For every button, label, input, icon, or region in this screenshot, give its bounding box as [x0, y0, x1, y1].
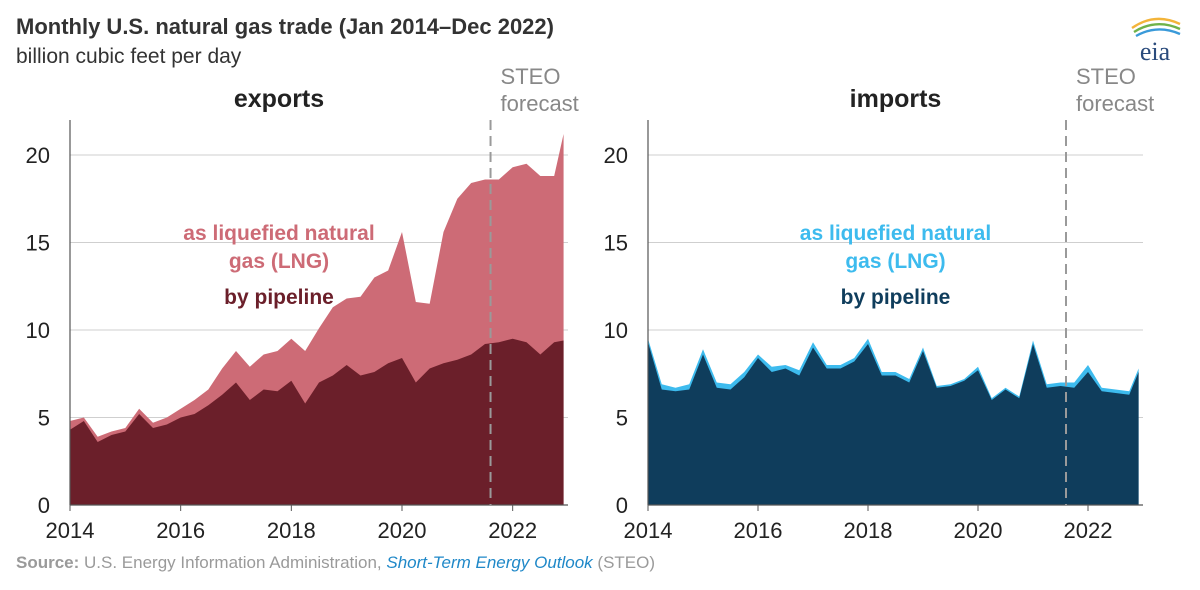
- exports-x-tick-label: 2014: [46, 518, 95, 543]
- imports-y-tick-label: 10: [604, 318, 628, 343]
- source-line: Source: U.S. Energy Information Administ…: [16, 553, 655, 573]
- exports-y-tick-label: 0: [38, 493, 50, 518]
- logo-text: eia: [1140, 37, 1171, 64]
- imports-y-tick-label: 0: [616, 493, 628, 518]
- imports-forecast-label: STEO: [1076, 64, 1136, 89]
- imports-y-tick-label: 20: [604, 143, 628, 168]
- exports-lng-label: as liquefied natural: [183, 222, 374, 245]
- imports-x-tick-label: 2016: [734, 518, 783, 543]
- exports-x-tick-label: 2018: [267, 518, 316, 543]
- source-suffix: (STEO): [592, 553, 656, 572]
- exports-y-tick-label: 10: [26, 318, 50, 343]
- exports-x-tick-label: 2016: [156, 518, 205, 543]
- imports-x-tick-label: 2020: [954, 518, 1003, 543]
- exports-lng-label: gas (LNG): [229, 250, 329, 273]
- exports-pipeline-label: by pipeline: [224, 286, 334, 309]
- source-link[interactable]: Short-Term Energy Outlook: [386, 553, 593, 572]
- exports-y-tick-label: 20: [26, 143, 50, 168]
- exports-pipeline-area: [70, 338, 564, 505]
- source-text: U.S. Energy Information Administration,: [79, 553, 387, 572]
- imports-panel-title: imports: [850, 85, 942, 113]
- exports-y-tick-label: 15: [26, 231, 50, 256]
- imports-y-tick-label: 15: [604, 231, 628, 256]
- imports-lng-label: gas (LNG): [845, 250, 945, 273]
- imports-x-tick-label: 2014: [624, 518, 673, 543]
- imports-y-tick-label: 5: [616, 406, 628, 431]
- imports-pipeline-label: by pipeline: [841, 286, 951, 309]
- exports-panel-title: exports: [234, 85, 324, 113]
- exports-x-tick-label: 2020: [378, 518, 427, 543]
- exports-forecast-label: STEO: [501, 64, 561, 89]
- imports-pipeline-area: [648, 342, 1139, 505]
- imports-x-tick-label: 2018: [844, 518, 893, 543]
- chart-subtitle: billion cubic feet per day: [16, 45, 242, 68]
- imports-lng-label: as liquefied natural: [800, 222, 991, 245]
- exports-x-tick-label: 2022: [488, 518, 537, 543]
- exports-y-tick-label: 5: [38, 406, 50, 431]
- source-label: Source:: [16, 553, 80, 572]
- imports-forecast-label: forecast: [1076, 91, 1154, 116]
- exports-forecast-label: forecast: [501, 91, 579, 116]
- chart-title: Monthly U.S. natural gas trade (Jan 2014…: [16, 14, 554, 39]
- imports-x-tick-label: 2022: [1064, 518, 1113, 543]
- eia-logo: eia: [1131, 17, 1181, 64]
